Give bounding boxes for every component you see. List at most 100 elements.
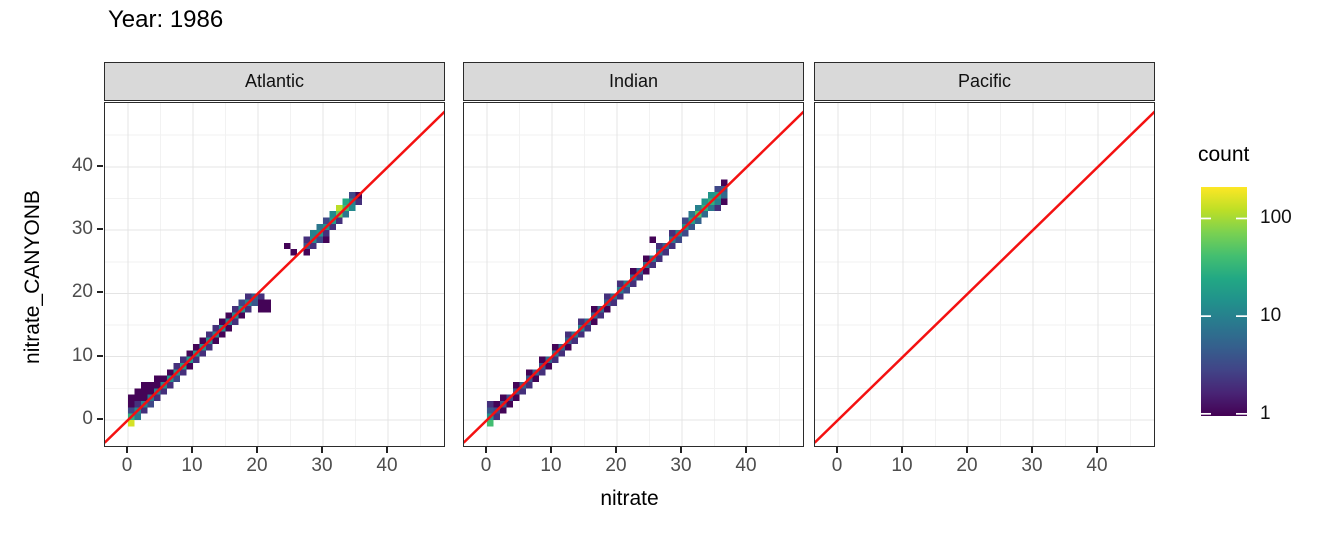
panel-atlantic <box>104 102 445 447</box>
bin <box>355 198 362 205</box>
bin <box>506 401 513 408</box>
bin <box>251 299 258 307</box>
bin <box>258 306 265 313</box>
bin <box>219 331 226 338</box>
x-tick-label: 10 <box>891 455 913 476</box>
y-tick <box>97 164 103 167</box>
legend-tick-label: 1 <box>1260 402 1271 424</box>
bin <box>558 350 565 357</box>
bin <box>617 280 624 288</box>
bin <box>258 293 265 300</box>
bin <box>134 394 141 402</box>
bin <box>238 299 245 307</box>
bin <box>134 413 141 420</box>
bin <box>636 274 643 281</box>
bin <box>212 325 219 332</box>
bin <box>532 375 539 383</box>
strip-label: Indian <box>608 71 659 91</box>
bin <box>167 369 174 376</box>
bin <box>487 407 494 414</box>
x-tick <box>680 447 682 453</box>
bin <box>147 388 154 395</box>
bin <box>264 299 271 307</box>
x-tick <box>1031 447 1033 453</box>
bin <box>708 204 715 212</box>
strip-label: Pacific <box>957 71 1011 91</box>
bin <box>219 318 226 326</box>
bin <box>336 204 343 212</box>
bin <box>173 363 180 370</box>
bin <box>154 394 161 402</box>
x-tick-label: 10 <box>181 455 203 476</box>
x-tick <box>615 447 617 453</box>
bin <box>310 242 317 250</box>
bin <box>630 280 637 288</box>
bin <box>695 217 702 224</box>
bin <box>688 211 695 218</box>
bin <box>584 325 591 332</box>
bin <box>604 306 611 313</box>
bin <box>500 407 507 414</box>
bin <box>147 401 154 408</box>
bin <box>141 388 148 395</box>
bin <box>487 401 494 408</box>
bin <box>303 236 310 243</box>
bin <box>141 382 148 389</box>
bin <box>147 382 154 389</box>
bin <box>604 293 611 300</box>
bin <box>500 394 507 402</box>
bin <box>193 356 200 364</box>
bin <box>180 369 187 376</box>
bin <box>180 356 187 364</box>
bin <box>682 230 689 237</box>
x-tick-label: 40 <box>376 455 398 476</box>
bin <box>617 293 624 300</box>
identity-line <box>815 110 1154 444</box>
bin <box>128 394 135 402</box>
bin <box>643 268 650 275</box>
bin <box>513 394 520 402</box>
colorbar-gradient <box>1201 187 1247 416</box>
bin <box>128 407 135 414</box>
bin <box>160 388 167 395</box>
x-tick-label: 30 <box>670 455 692 476</box>
bin <box>701 198 708 205</box>
bin <box>669 230 676 237</box>
panel-canvas-indian <box>464 103 803 446</box>
bin <box>186 350 193 357</box>
bin <box>329 223 336 231</box>
x-tick-label: 0 <box>121 455 133 476</box>
identity-line <box>105 110 444 444</box>
bin <box>290 249 297 256</box>
bin <box>349 192 356 199</box>
bin <box>199 337 206 345</box>
bin <box>206 331 213 338</box>
bin <box>264 306 271 313</box>
x-tick <box>485 447 487 453</box>
bin <box>154 375 161 383</box>
y-tick <box>97 418 103 420</box>
bin <box>630 268 637 275</box>
bin <box>336 217 343 224</box>
bin <box>141 394 148 402</box>
bin <box>329 211 336 218</box>
bin <box>238 312 245 319</box>
bin <box>342 211 349 218</box>
x-tick <box>1096 447 1098 453</box>
x-tick-label: 20 <box>246 455 268 476</box>
x-tick-label: 20 <box>956 455 978 476</box>
bin <box>578 318 585 326</box>
strip-label: Atlantic <box>244 71 305 91</box>
bin <box>199 350 206 357</box>
bin <box>545 363 552 370</box>
bin <box>186 363 193 370</box>
bin <box>565 344 572 351</box>
bin <box>206 344 213 351</box>
bin <box>643 255 650 262</box>
bin <box>526 369 533 376</box>
x-tick-label: 30 <box>1021 455 1043 476</box>
bin <box>597 312 604 319</box>
x-tick-label: 0 <box>831 455 843 476</box>
x-tick-label: 20 <box>605 455 627 476</box>
x-tick <box>256 447 258 453</box>
